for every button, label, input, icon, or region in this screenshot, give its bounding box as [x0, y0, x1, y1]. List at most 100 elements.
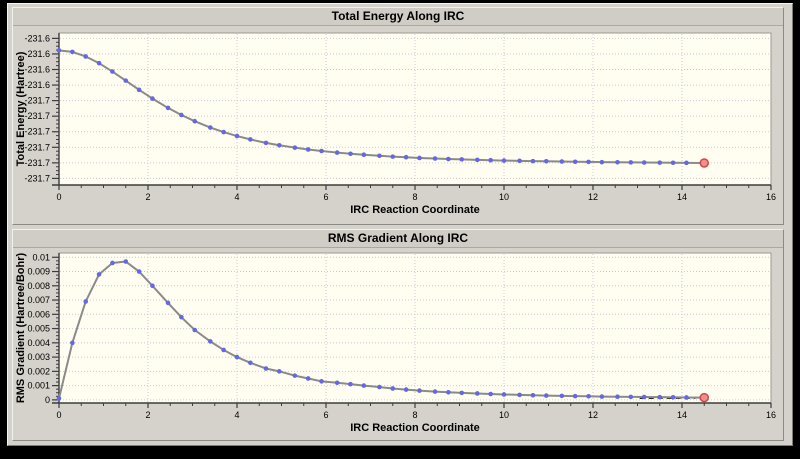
data-point[interactable] [165, 105, 171, 111]
data-point[interactable] [319, 379, 324, 384]
data-point[interactable] [475, 157, 480, 163]
y-axis-title: RMS Gradient (Hartree/Bohr) [15, 252, 27, 403]
total-energy-chart-canvas[interactable]: 0 2 4 6 8 10 12 14 16 IRC Reaction Coordinate -231… [13, 26, 783, 225]
data-point[interactable] [459, 390, 465, 396]
data-point[interactable] [248, 137, 253, 142]
data-point[interactable] [586, 159, 591, 165]
data-point[interactable] [501, 392, 507, 397]
data-point[interactable] [123, 78, 129, 83]
data-point[interactable] [192, 327, 198, 333]
data-point[interactable] [628, 160, 634, 165]
data-point[interactable] [234, 133, 240, 139]
data-point[interactable] [599, 394, 605, 399]
endpoint-marker[interactable] [699, 392, 709, 403]
data-point[interactable] [234, 354, 240, 360]
data-point[interactable] [179, 112, 184, 118]
data-point[interactable] [276, 369, 282, 374]
data-point[interactable] [517, 158, 522, 164]
data-point[interactable] [446, 390, 451, 395]
data-point[interactable] [110, 69, 115, 74]
data-point[interactable] [543, 159, 549, 164]
data-point[interactable] [446, 156, 451, 162]
data-point[interactable] [599, 159, 605, 165]
data-point[interactable] [390, 386, 396, 391]
data-point[interactable] [670, 160, 676, 166]
data-point[interactable] [192, 118, 198, 124]
data-point[interactable] [530, 158, 536, 164]
data-point[interactable] [221, 129, 226, 135]
data-point[interactable] [390, 154, 396, 159]
data-point[interactable] [488, 391, 493, 397]
data-point[interactable] [179, 314, 184, 320]
data-point[interactable] [361, 152, 367, 158]
data-point[interactable] [572, 393, 578, 399]
data-point[interactable] [517, 392, 522, 398]
data-point[interactable] [559, 393, 565, 399]
data-point[interactable] [305, 147, 311, 152]
data-point[interactable] [96, 272, 102, 277]
data-point[interactable] [292, 145, 298, 150]
data-point[interactable] [348, 151, 353, 157]
data-point[interactable] [165, 300, 171, 306]
data-point[interactable] [543, 393, 549, 398]
data-point[interactable] [641, 394, 647, 400]
data-point[interactable] [292, 373, 298, 378]
endpoint-marker[interactable] [699, 158, 709, 168]
data-point[interactable] [628, 394, 634, 400]
data-point[interactable] [530, 393, 536, 398]
data-point[interactable] [572, 159, 578, 165]
data-point[interactable] [96, 60, 102, 66]
data-point[interactable] [56, 396, 62, 401]
y-tick-label: -231.7 [24, 111, 50, 121]
data-point[interactable] [403, 387, 409, 392]
data-point[interactable] [641, 160, 647, 165]
data-point[interactable] [150, 283, 155, 289]
data-point[interactable] [334, 380, 340, 386]
data-point[interactable] [221, 347, 226, 353]
data-point[interactable] [248, 360, 253, 366]
data-point[interactable] [417, 388, 422, 393]
rms-gradient-chart-canvas[interactable]: 0 2 4 6 8 10 12 14 16 IRC Reaction Coordinate 0 0.0… [13, 248, 783, 439]
data-point[interactable] [334, 150, 340, 155]
data-point[interactable] [615, 159, 620, 165]
data-point[interactable] [136, 269, 142, 274]
data-point[interactable] [263, 366, 269, 371]
data-point[interactable] [670, 394, 676, 400]
data-point[interactable] [501, 158, 507, 163]
data-point[interactable] [475, 391, 480, 396]
data-point[interactable] [432, 389, 438, 394]
data-point[interactable] [559, 159, 565, 164]
data-point[interactable] [684, 160, 689, 166]
data-point[interactable] [361, 383, 367, 388]
data-point[interactable] [83, 299, 88, 304]
data-point[interactable] [377, 153, 382, 159]
data-point[interactable] [56, 48, 62, 53]
data-point[interactable] [276, 142, 282, 148]
data-point[interactable] [459, 157, 465, 162]
data-point[interactable] [377, 384, 382, 390]
data-point[interactable] [403, 154, 409, 160]
data-point[interactable] [417, 155, 422, 161]
data-point[interactable] [208, 125, 213, 130]
data-point[interactable] [586, 393, 591, 399]
data-point[interactable] [123, 259, 129, 264]
data-point[interactable] [83, 54, 88, 59]
data-point[interactable] [110, 260, 115, 266]
data-point[interactable] [348, 381, 353, 387]
data-point[interactable] [432, 156, 438, 161]
data-point[interactable] [488, 157, 493, 163]
data-point[interactable] [136, 87, 142, 93]
x-tick-label: 6 [323, 410, 328, 420]
data-point[interactable] [657, 160, 663, 165]
data-point[interactable] [305, 376, 311, 381]
data-point[interactable] [319, 148, 324, 154]
data-point[interactable] [657, 394, 663, 400]
data-point[interactable] [208, 339, 213, 344]
data-point[interactable] [263, 140, 269, 146]
data-point[interactable] [70, 340, 75, 346]
data-point[interactable] [684, 395, 689, 400]
data-point[interactable] [70, 49, 75, 55]
data-point[interactable] [615, 394, 620, 400]
data-point[interactable] [150, 96, 155, 101]
y-tick-label: 0.005 [27, 324, 50, 334]
